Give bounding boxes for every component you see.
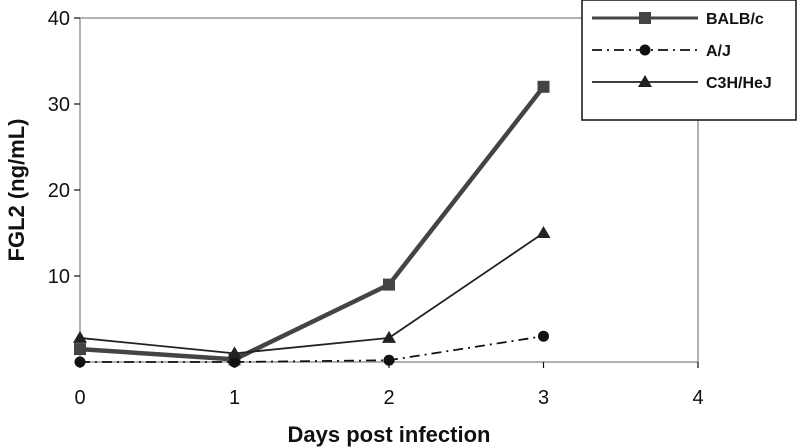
data-point	[227, 346, 242, 359]
data-point	[74, 343, 86, 356]
y-tick-label: 40	[48, 8, 70, 30]
data-point	[537, 80, 550, 93]
legend-marker	[639, 44, 651, 56]
y-axis: 10 20 30 40	[48, 8, 80, 288]
series-c3h-hej	[73, 226, 551, 359]
data-point	[74, 356, 86, 368]
data-point	[229, 356, 240, 368]
series-layer	[73, 80, 551, 368]
x-tick-label: 2	[383, 387, 394, 409]
y-axis-title: FGL2 (ng/mL)	[4, 119, 29, 262]
legend-box	[581, 0, 797, 121]
legend-label: C3H/HeJ	[706, 75, 772, 92]
y-tick-label: 10	[48, 266, 70, 288]
legend-label: BALB/c	[706, 11, 764, 28]
y-tick-label: 30	[48, 94, 70, 116]
legend-marker	[638, 75, 652, 87]
legend: BALB/c A/J C3H/HeJ	[581, 0, 797, 121]
x-tick-label: 1	[229, 387, 240, 409]
series-a-j	[74, 330, 549, 368]
series-line	[79, 232, 545, 355]
x-tick-label: 4	[692, 387, 703, 409]
x-axis: 0 1 2 3 4	[74, 362, 704, 409]
data-point	[382, 330, 396, 343]
legend-marker	[639, 12, 651, 24]
y-tick-label: 20	[48, 180, 70, 202]
data-point	[536, 226, 551, 238]
data-point	[538, 330, 549, 342]
x-tick-label: 0	[74, 387, 85, 409]
x-axis-title: Days post infection	[288, 422, 491, 447]
legend-label: A/J	[706, 43, 731, 60]
series-line	[79, 85, 546, 362]
data-point	[383, 278, 395, 291]
data-point	[383, 354, 395, 366]
data-point	[73, 330, 87, 343]
x-tick-label: 3	[538, 387, 549, 409]
